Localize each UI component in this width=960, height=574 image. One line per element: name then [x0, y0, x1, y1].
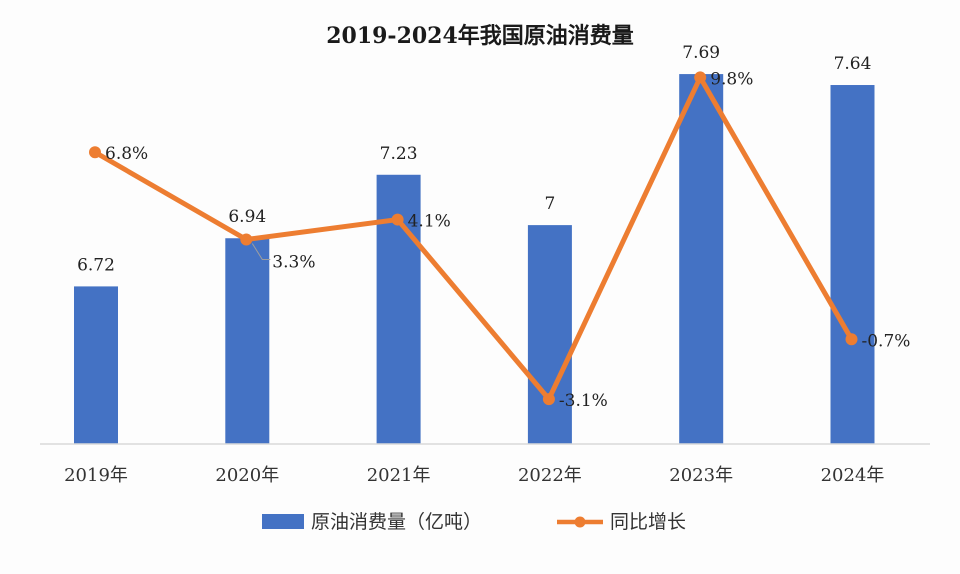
bar-value-label: 7.64 [834, 54, 872, 74]
bar-value-label: 6.72 [77, 255, 115, 275]
growth-value-label: 9.8% [710, 69, 753, 89]
legend[interactable]: 原油消费量（亿吨） 同比增长 [262, 511, 686, 533]
growth-value-label: -0.7% [862, 331, 911, 351]
x-tick-label: 2020年 [215, 465, 279, 486]
bar-value-label: 7.69 [682, 43, 720, 63]
legend-line-label: 同比增长 [610, 511, 686, 533]
bar-2023年 [679, 74, 724, 445]
labels-layer: 6.72 6.94 7.23 7 7.69 7.64 6.8% 3.3% 4.1% -3.1% 9.… [77, 43, 910, 411]
x-tick-label: 2019年 [64, 465, 128, 486]
growth-point-2021年 [391, 213, 404, 226]
growth-point-2020年 [240, 233, 253, 246]
growth-point-2022年 [542, 393, 555, 406]
x-tick-label: 2023年 [669, 465, 733, 486]
bar-2019年 [74, 286, 118, 444]
growth-point-2024年 [845, 333, 858, 346]
growth-line [92, 74, 854, 402]
bar-2022年 [527, 225, 572, 444]
x-tick-label: 2024年 [821, 465, 885, 486]
growth-point-2019年 [89, 146, 101, 159]
growth-point-2023年 [694, 71, 707, 84]
chart-title: 2019-2024年我国原油消费量 [326, 23, 634, 49]
x-tick-label: 2022年 [518, 465, 582, 486]
line-layer [89, 71, 858, 406]
x-tick-label: 2021年 [367, 465, 431, 486]
legend-bar-label: 原油消费量（亿吨） [311, 511, 482, 533]
growth-value-label: 6.8% [105, 144, 148, 164]
legend-bar-swatch [262, 514, 304, 529]
growth-value-label: -3.1% [559, 391, 608, 411]
bar-2024年 [830, 85, 875, 445]
growth-value-label: 4.1% [408, 212, 451, 232]
bar-value-label: 7.23 [380, 144, 418, 164]
leader-line [251, 243, 271, 261]
legend-line-marker [574, 516, 586, 528]
bars-layer [74, 74, 875, 445]
growth-value-label: 3.3% [272, 253, 315, 273]
bar-value-label: 7 [544, 194, 555, 214]
bar-value-label: 6.94 [228, 207, 266, 227]
bar-2020年 [225, 238, 270, 444]
x-tick-labels: 2019年 2020年 2021年 2022年 2023年 2024年 [64, 465, 884, 486]
